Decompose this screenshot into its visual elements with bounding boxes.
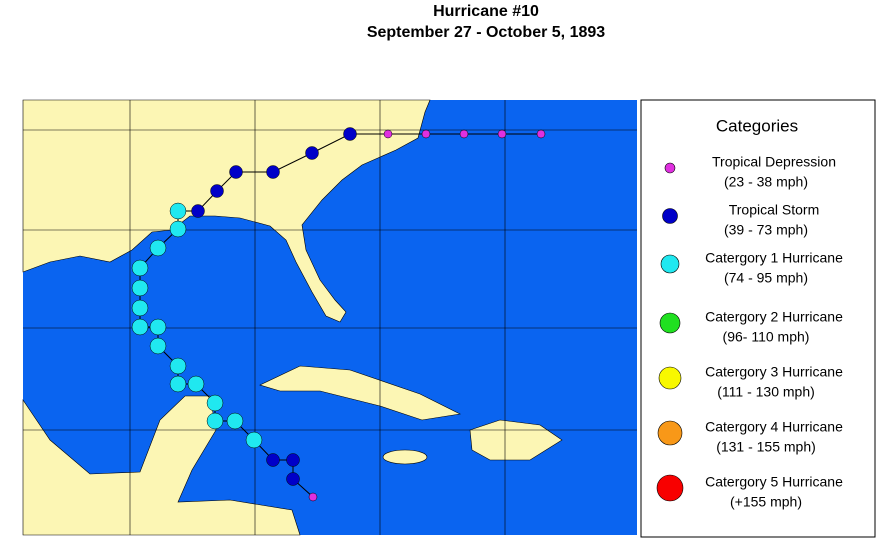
land-us [22, 99, 431, 323]
legend-marker [657, 420, 683, 446]
track-point [149, 239, 167, 257]
legend-range: (111 - 130 mph) [717, 384, 815, 400]
legend-range: (23 - 38 mph) [724, 174, 808, 190]
track-point [191, 204, 205, 218]
track-point [497, 129, 507, 139]
legend-label: Catergory 3 Hurricane [705, 364, 843, 380]
track-point [169, 220, 187, 238]
legend-label: Catergory 4 Hurricane [705, 419, 843, 435]
legend-range: (74 - 95 mph) [724, 270, 808, 286]
track-point [286, 472, 300, 486]
legend-marker [659, 312, 681, 334]
track-point [266, 165, 280, 179]
legend-label: Tropical Storm [729, 202, 820, 218]
track-point [131, 259, 149, 277]
track-point [226, 412, 244, 430]
track-point [149, 318, 167, 336]
track-point [169, 202, 187, 220]
land-cuba [259, 365, 461, 421]
land-jamaica [382, 449, 428, 465]
track-point [305, 146, 319, 160]
legend-marker [662, 208, 678, 224]
track-point [206, 394, 224, 412]
legend-marker [664, 162, 676, 174]
subtitle: September 27 - October 5, 1893 [367, 24, 605, 41]
track-point [308, 492, 318, 502]
legend-title: Categories [716, 116, 798, 135]
legend-label: Tropical Depression [712, 154, 836, 170]
track-point [229, 165, 243, 179]
track-point [266, 453, 280, 467]
legend-marker [656, 474, 684, 502]
track-point [131, 318, 149, 336]
track-point [459, 129, 469, 139]
map [22, 99, 637, 536]
legend-label: Catergory 2 Hurricane [705, 309, 843, 325]
legend: Tropical Depression (23 - 38 mph) Tropical… [656, 154, 843, 510]
track-point [131, 299, 149, 317]
track-point [245, 431, 263, 449]
track-point [169, 357, 187, 375]
track-point [206, 412, 224, 430]
legend-marker [658, 366, 682, 390]
track-point [131, 279, 149, 297]
legend-marker [660, 254, 680, 274]
legend-range: (131 - 155 mph) [716, 439, 816, 455]
track-point [421, 129, 431, 139]
legend-label: Catergory 5 Hurricane [705, 474, 843, 490]
track-point [149, 337, 167, 355]
legend-label: Catergory 1 Hurricane [705, 250, 843, 266]
legend-range: (+155 mph) [730, 494, 802, 510]
track-point [169, 375, 187, 393]
track-point [536, 129, 546, 139]
track-point [383, 129, 393, 139]
track-point [286, 453, 300, 467]
title: Hurricane #10 [433, 3, 539, 20]
legend-range: (96- 110 mph) [723, 329, 810, 345]
legend-range: (39 - 73 mph) [724, 222, 808, 238]
storm-track [131, 127, 546, 502]
track-point [343, 127, 357, 141]
track-point [187, 375, 205, 393]
track-point [210, 184, 224, 198]
legend-box [640, 99, 876, 538]
